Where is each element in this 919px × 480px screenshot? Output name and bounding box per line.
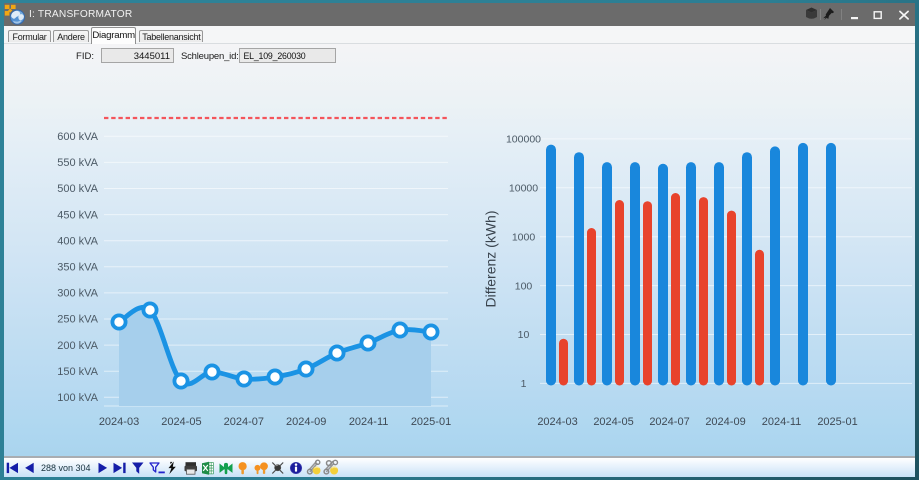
svg-text:2024-11: 2024-11 xyxy=(349,416,389,428)
svg-text:350 kVA: 350 kVA xyxy=(57,262,98,274)
svg-text:150 kVA: 150 kVA xyxy=(57,366,98,378)
svg-text:550 kVA: 550 kVA xyxy=(57,157,98,169)
svg-text:100: 100 xyxy=(515,280,533,292)
svg-text:100000: 100000 xyxy=(506,134,541,146)
svg-text:2024-03: 2024-03 xyxy=(537,416,577,428)
svg-text:2024-07: 2024-07 xyxy=(649,416,689,428)
svg-text:10: 10 xyxy=(518,329,530,341)
svg-text:1: 1 xyxy=(521,378,527,390)
svg-text:500 kVA: 500 kVA xyxy=(57,183,98,195)
svg-text:2024-09: 2024-09 xyxy=(705,416,745,428)
svg-text:450 kVA: 450 kVA xyxy=(57,209,98,221)
svg-text:10000: 10000 xyxy=(509,183,538,195)
svg-text:600 kVA: 600 kVA xyxy=(57,131,98,143)
svg-text:400 kVA: 400 kVA xyxy=(57,235,98,247)
svg-text:2024-05: 2024-05 xyxy=(593,416,633,428)
svg-text:2025-01: 2025-01 xyxy=(817,416,857,428)
svg-text:1000: 1000 xyxy=(512,231,536,243)
svg-text:2024-09: 2024-09 xyxy=(286,416,326,428)
svg-text:2024-11: 2024-11 xyxy=(762,416,802,428)
svg-text:100 kVA: 100 kVA xyxy=(57,392,98,404)
svg-text:250 kVA: 250 kVA xyxy=(57,314,98,326)
svg-text:200 kVA: 200 kVA xyxy=(57,340,98,352)
svg-text:2025-01: 2025-01 xyxy=(411,416,451,428)
svg-text:2024-05: 2024-05 xyxy=(161,416,201,428)
svg-text:2024-07: 2024-07 xyxy=(224,416,264,428)
svg-text:2024-03: 2024-03 xyxy=(99,416,139,428)
svg-text:300 kVA: 300 kVA xyxy=(57,288,98,300)
svg-text:Differenz (kWh): Differenz (kWh) xyxy=(483,211,499,308)
